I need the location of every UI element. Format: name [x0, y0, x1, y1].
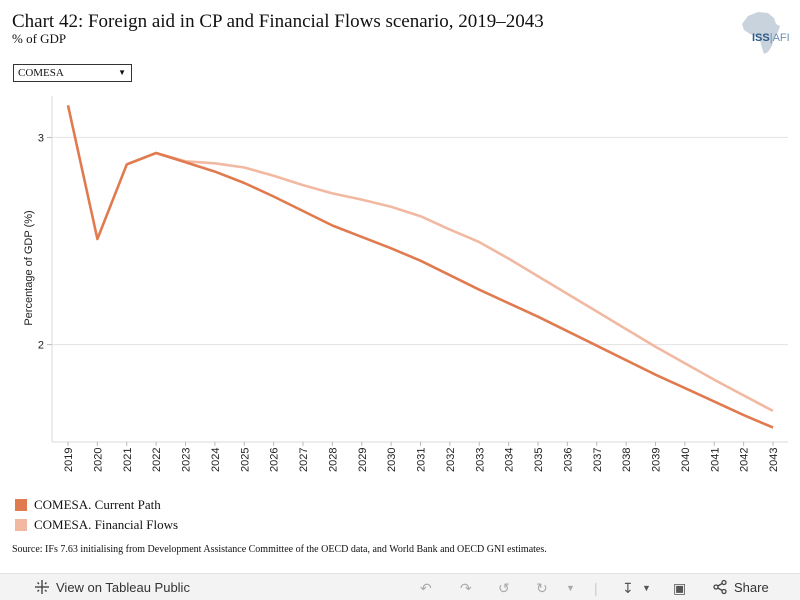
x-tick-label: 2032	[445, 448, 457, 472]
legend-label: COMESA. Financial Flows	[34, 517, 179, 532]
legend: COMESA. Current Path COMESA. Financial Fl…	[15, 495, 178, 535]
region-dropdown[interactable]: COMESA ▼	[13, 64, 132, 82]
revert-icon[interactable]: ↺	[498, 580, 510, 596]
chart-title: Chart 42: Foreign aid in CP and Financia…	[12, 11, 544, 32]
series-line	[155, 151, 774, 413]
view-on-tableau-link[interactable]: View on Tableau Public	[34, 579, 190, 595]
legend-swatch	[15, 499, 27, 511]
y-tick-label: 3	[38, 132, 44, 144]
x-tick-label: 2027	[298, 448, 310, 472]
source-note: Source: IFs 7.63 initialising from Devel…	[12, 544, 547, 555]
legend-label: COMESA. Current Path	[34, 497, 161, 512]
toolbar-divider: |	[594, 580, 598, 596]
share-button[interactable]: Share	[712, 579, 769, 595]
download-icon[interactable]: ↧	[622, 580, 634, 596]
x-tick-label: 2036	[562, 448, 574, 472]
y-tick-label: 2	[38, 340, 44, 352]
refresh-icon[interactable]: ↻	[536, 580, 548, 596]
line-chart: 2 3 2019 2020 2021 2022 2023 2024 2025 2026 2027 2…	[23, 96, 788, 472]
x-tick-label: 2037	[592, 448, 604, 472]
chart-subtitle: % of GDP	[12, 31, 67, 46]
x-tick-label: 2026	[269, 448, 281, 472]
x-tick-label: 2043	[768, 448, 780, 472]
x-tick-label: 2028	[327, 448, 339, 472]
redo-icon[interactable]: ↷	[460, 580, 472, 596]
x-tick-label: 2039	[651, 448, 663, 472]
africa-logo-icon	[742, 12, 780, 54]
x-tick-label: 2035	[533, 448, 545, 472]
legend-item[interactable]: COMESA. Current Path	[15, 495, 178, 515]
download-menu-chevron-icon[interactable]: ▼	[642, 583, 651, 593]
x-tick-label: 2041	[709, 448, 721, 472]
x-tick-label: 2034	[504, 448, 516, 472]
x-tick-label: 2022	[151, 448, 163, 472]
view-on-tableau-label: View on Tableau Public	[56, 579, 190, 595]
x-tick-label: 2020	[92, 448, 104, 472]
tableau-footer: View on Tableau Public ↶ ↷ ↺ ↻ ▼ | ↧ ▼ ▣…	[0, 573, 800, 600]
legend-item[interactable]: COMESA. Financial Flows	[15, 515, 178, 535]
series-line	[66, 105, 774, 429]
x-tick-label: 2040	[680, 448, 692, 472]
legend-swatch	[15, 519, 27, 531]
y-axis-label: Percentage of GDP (%)	[23, 210, 35, 325]
x-tick-label: 2042	[739, 448, 751, 472]
x-tick-label: 2038	[621, 448, 633, 472]
x-tick-label: 2024	[210, 448, 222, 472]
x-tick-label: 2023	[181, 448, 193, 472]
share-label: Share	[734, 579, 769, 595]
caret-down-icon: ▼	[118, 68, 126, 77]
region-dropdown-value: COMESA	[18, 67, 64, 79]
undo-icon[interactable]: ↶	[420, 580, 432, 596]
share-icon	[713, 579, 727, 595]
refresh-menu-chevron-icon[interactable]: ▼	[566, 583, 575, 593]
x-tick-label: 2030	[386, 448, 398, 472]
x-tick-label: 2025	[239, 448, 251, 472]
x-tick-label: 2019	[63, 448, 75, 472]
x-tick-label: 2033	[474, 448, 486, 472]
x-tick-label: 2021	[122, 448, 134, 472]
fullscreen-icon[interactable]: ▣	[673, 580, 687, 596]
x-tick-label: 2031	[416, 448, 428, 472]
x-tick-label: 2029	[357, 448, 369, 472]
tableau-icon	[35, 580, 49, 594]
logo-text: ISS|AFI	[752, 32, 790, 44]
